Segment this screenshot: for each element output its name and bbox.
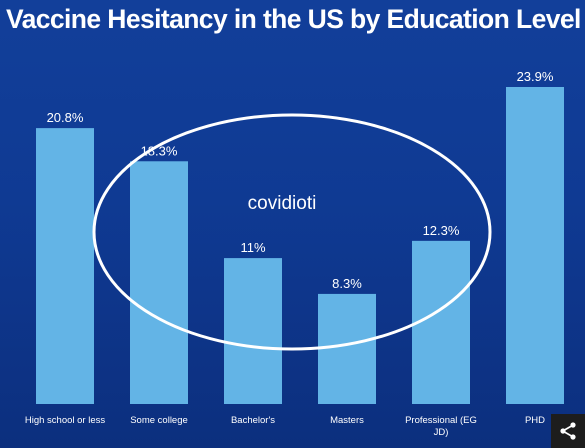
category-label: Professional (EG JD) (405, 415, 477, 438)
value-label: 8.3% (332, 276, 362, 291)
bar (412, 240, 470, 404)
annotation-ellipse (92, 113, 492, 351)
value-labels-group: 20.8% 18.3% 11% 8.3% 12.3% 23.9% (47, 69, 554, 291)
bar (318, 293, 376, 404)
value-label: 11% (240, 240, 265, 255)
category-label: PHD (525, 415, 545, 426)
value-label: 12.3% (423, 223, 460, 238)
category-label: Masters (330, 415, 364, 426)
bar (36, 128, 94, 404)
value-label: 18.3% (141, 143, 178, 158)
category-label: High school or less (25, 415, 106, 426)
category-label: Bachelor's (231, 415, 275, 426)
chart-title: Vaccine Hesitancy in the US by Education… (6, 4, 581, 34)
value-label: 20.8% (47, 110, 84, 125)
annotation-text: covidioti (248, 193, 317, 214)
share-button[interactable] (551, 414, 585, 448)
bar (506, 87, 564, 404)
bar (224, 258, 282, 404)
value-label: 23.9% (517, 69, 554, 84)
bar (130, 161, 188, 404)
share-icon (560, 422, 576, 440)
category-labels-group: High school or less Some college Bachelor'… (25, 415, 545, 438)
category-label: Some college (130, 415, 188, 426)
bars-group (36, 87, 564, 404)
